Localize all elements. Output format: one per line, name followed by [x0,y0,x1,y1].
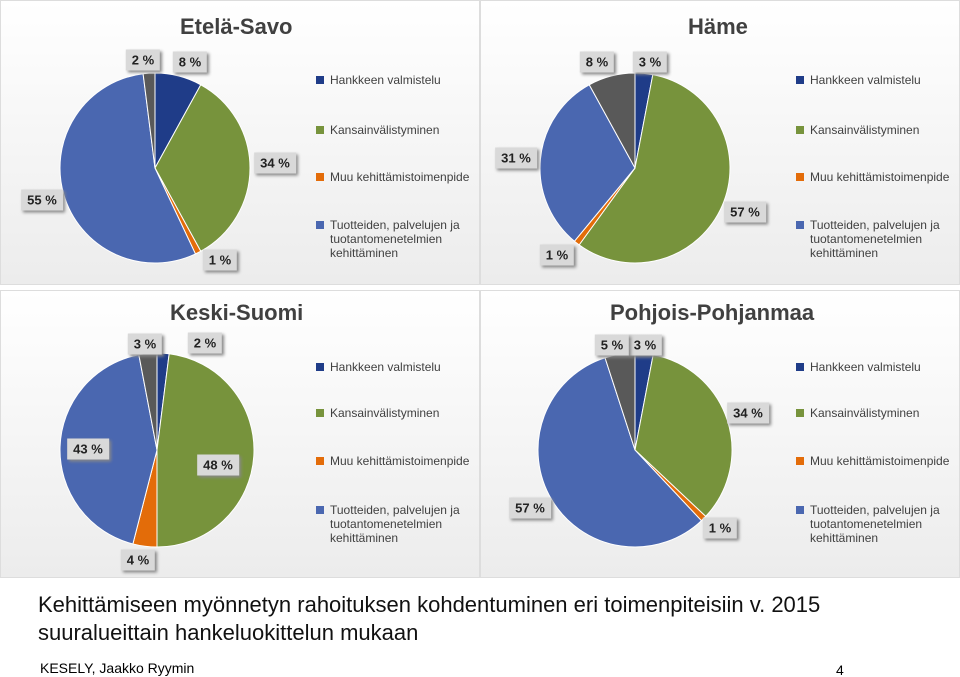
legend-swatch [796,221,804,229]
legend-entry: Muu kehittämistoimenpide [330,170,470,184]
value-label: 1 % [202,249,238,271]
chart-title: Häme [688,14,748,39]
legend-entry: Tuotteiden, palvelujen ja tuotantomenete… [330,503,460,545]
legend-entry: Hankkeen valmistelu [330,73,441,87]
pie-slice [588,72,636,169]
pie-slice [537,357,703,548]
legend-swatch [316,76,324,84]
legend-swatch [796,506,804,514]
legend-swatch [796,126,804,134]
value-label: 57 % [509,497,551,519]
value-label: 2 % [187,332,223,354]
legend-swatch [796,457,804,465]
pie-slice [156,353,255,548]
legend-entry: Tuotteiden, palvelujen ja tuotantomenete… [810,503,940,545]
legend-swatch [796,76,804,84]
pie-slice [539,84,636,242]
caption: Kehittämiseen myönnetyn rahoituksen kohd… [38,592,821,617]
legend-swatch [796,173,804,181]
value-label: 43 % [67,438,109,460]
value-label: 1 % [539,244,575,266]
chart-title: Keski-Suomi [170,300,304,325]
pie-slice [142,72,156,169]
legend-entry: Tuotteiden, palvelujen ja tuotantomenete… [810,218,940,260]
legend-swatch [316,506,324,514]
legend-entry: Kansainvälistyminen [330,406,440,420]
value-label: 3 % [632,51,668,73]
legend-entry: Muu kehittämistoimenpide [330,454,470,468]
legend-swatch [316,173,324,181]
legend-entry: Kansainvälistyminen [330,123,440,137]
legend-swatch [796,409,804,417]
legend-swatch [316,126,324,134]
value-label: 57 % [724,201,766,223]
legend-entry: Hankkeen valmistelu [810,360,921,374]
value-label: 34 % [254,152,296,174]
legend-swatch [316,221,324,229]
pie-slice [578,74,731,264]
pies [59,72,733,548]
chart-title: Etelä-Savo [180,14,293,39]
value-label: 34 % [727,402,769,424]
value-label: 5 % [594,334,630,356]
legend-swatch [316,363,324,371]
value-label: 2 % [125,49,161,71]
chart-title: Pohjois-Pohjanmaa [610,300,815,325]
legend-entry: Muu kehittämistoimenpide [810,170,950,184]
footer-author: KESELY, Jaakko Ryymin [40,660,195,676]
legend-entry: Kansainvälistyminen [810,406,920,420]
legend-swatch [316,409,324,417]
legend-entry: Hankkeen valmistelu [810,73,921,87]
legend-entry: Hankkeen valmistelu [330,360,441,374]
value-label: 8 % [172,51,208,73]
pie-slice [154,84,251,252]
legend-swatch [316,457,324,465]
value-label: 8 % [579,51,615,73]
value-label: 3 % [627,334,663,356]
value-label: 31 % [495,147,537,169]
value-label: 1 % [702,517,738,539]
value-label: 4 % [120,549,156,571]
value-label: 55 % [21,189,63,211]
caption: suuralueittain hankeluokittelun mukaan [38,620,419,645]
value-label: 3 % [127,333,163,355]
value-label: 48 % [197,454,239,476]
legend-entry: Kansainvälistyminen [810,123,920,137]
pie-slice [59,73,197,264]
legend-swatch [796,363,804,371]
legend-entry: Muu kehittämistoimenpide [810,454,950,468]
page-number: 4 [836,662,844,677]
legend-entry: Tuotteiden, palvelujen ja tuotantomenete… [330,218,460,260]
